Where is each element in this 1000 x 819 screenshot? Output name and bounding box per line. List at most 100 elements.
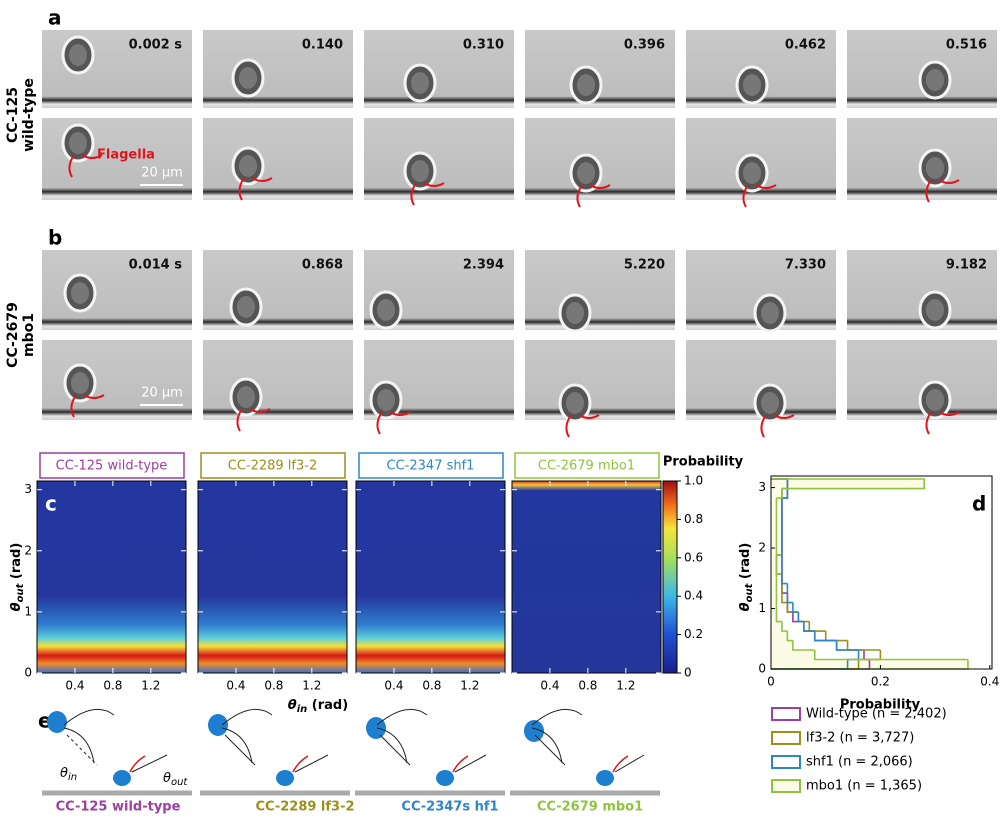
flagella-red (129, 755, 146, 773)
histogram-step (792, 640, 815, 651)
histogram-step (813, 650, 968, 661)
cell (596, 770, 614, 786)
flagellum (565, 414, 600, 438)
cell-body (743, 74, 761, 96)
histogram-step (776, 488, 783, 499)
legend-swatch (771, 731, 801, 745)
histogram-step (786, 593, 793, 604)
trajectory (614, 754, 645, 773)
x-tick-label: 0.4 (540, 679, 559, 693)
microscopy-frame (525, 340, 675, 420)
histogram-step (863, 650, 870, 661)
cell-body (926, 389, 944, 411)
scale-label: 20 μm (141, 166, 183, 181)
flagella-red (612, 755, 629, 773)
panel-label: b (48, 226, 62, 250)
timestamp: 5.220 (624, 258, 665, 273)
symbol: θ (60, 766, 68, 781)
x-tick-label: 1.2 (460, 679, 479, 693)
flagellum (68, 154, 103, 178)
histogram-step (781, 593, 788, 604)
cell-body (926, 157, 944, 179)
layer: 0.002 s 0.140 0.310 0.396 0.462 0.516 a CC-125 w… (5, 6, 999, 815)
trajectory (534, 734, 566, 766)
x-tick-label: 0.4 (980, 675, 999, 689)
x-tick-label: 0.4 (226, 679, 245, 693)
cell-body (237, 296, 255, 318)
trajectory (379, 734, 411, 766)
x-tick-label: 1.2 (302, 679, 321, 693)
timestamp: 0.310 (463, 38, 504, 53)
legend-swatch (771, 755, 801, 769)
timestamp: 0.140 (302, 38, 343, 53)
histogram-step (847, 650, 860, 661)
cell-body (743, 162, 761, 184)
flagella-label: Flagella (97, 148, 155, 163)
histogram-fill (771, 488, 782, 499)
axis-label: θout (rad) (738, 543, 756, 612)
flagella (531, 708, 583, 764)
subscript: in (68, 772, 77, 783)
microscopy-frame (525, 118, 675, 200)
histogram-step (835, 640, 864, 651)
flagellum (236, 408, 271, 432)
heatmap (511, 480, 662, 674)
histogram-fill (771, 536, 777, 546)
histogram-step (808, 621, 826, 632)
symbol: θ (738, 602, 753, 611)
trajectory (454, 754, 487, 773)
cell-body (761, 392, 779, 414)
cell-body (411, 72, 429, 94)
cell (276, 770, 294, 786)
microscopy-frame (525, 250, 675, 330)
cell-body (69, 132, 87, 154)
timestamp: 0.396 (624, 38, 665, 53)
histogram-step (775, 564, 782, 575)
subscript: out (744, 582, 755, 602)
x-tick-label: 0.8 (422, 679, 441, 693)
flagellum (925, 179, 960, 203)
flagellum (925, 411, 960, 435)
panel-label: d (972, 492, 986, 516)
symbol: θ (163, 771, 171, 786)
cell (208, 714, 228, 736)
x-tick-label: 0.4 (65, 679, 84, 693)
colorbar-tick-label: 0.8 (684, 512, 703, 526)
genotype-label: mbo1 (21, 313, 37, 357)
histogram-step (792, 602, 799, 613)
cell-body (237, 386, 255, 408)
scale-label: 20 μm (141, 386, 183, 401)
timestamp: 0.868 (302, 258, 343, 273)
histogram-step (824, 631, 848, 642)
y-tick-label: 2 (24, 543, 32, 557)
cell-body (577, 74, 595, 96)
title-box (358, 452, 504, 479)
colorbar-label: Probability (663, 455, 744, 470)
cell (436, 770, 454, 786)
histogram-fill (771, 593, 777, 603)
colorbar-tick-label: 0.6 (684, 550, 703, 564)
histogram-fill (771, 650, 815, 660)
flagella (63, 708, 115, 764)
histogram-fill (771, 545, 777, 556)
histogram-step (846, 640, 881, 651)
axis-label: θout (rad) (9, 543, 27, 612)
cartoon-label: CC-2289 lf3-2 (255, 800, 354, 815)
angle-label: θin (60, 766, 77, 784)
heatmap (36, 480, 187, 674)
heatmap (355, 480, 506, 674)
microscopy-frame (203, 340, 353, 420)
microscopy-frame (203, 250, 353, 330)
colorbar-tick-label: 0 (684, 666, 692, 680)
histogram-fill (771, 583, 777, 594)
histogram-step (781, 488, 789, 499)
histogram-fill (771, 507, 777, 518)
histogram-fill (771, 555, 777, 565)
flagellum (376, 411, 411, 435)
histogram-fill (771, 602, 777, 613)
histogram-step (781, 583, 788, 594)
histogram-step (803, 621, 815, 632)
legend-label: lf3-2 (n = 3,727) (806, 731, 914, 746)
histogram-step (835, 640, 859, 651)
unit: (rad) (9, 543, 24, 584)
